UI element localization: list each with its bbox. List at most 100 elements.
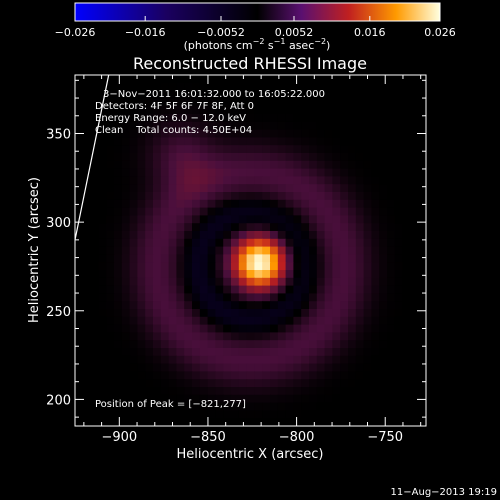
heatmap-cell [332, 277, 341, 287]
heatmap-cell [410, 168, 419, 177]
heatmap-cell [238, 231, 248, 240]
heatmap-cell [223, 223, 232, 232]
heatmap-cell [379, 340, 388, 349]
heatmap-cell [324, 137, 333, 146]
heatmap-cell [348, 168, 357, 177]
heatmap-cell [262, 98, 271, 107]
heatmap-cell [129, 176, 138, 185]
heatmap-cell [293, 363, 302, 372]
heatmap-cell [309, 402, 318, 411]
heatmap-cell [262, 394, 271, 404]
heatmap-cell [316, 332, 326, 341]
heatmap-cell [348, 363, 357, 372]
y-tick-label: 250 [46, 305, 71, 320]
heatmap-cell [90, 90, 99, 99]
heatmap-cell [75, 262, 84, 271]
heatmap-cell [324, 379, 333, 388]
heatmap-cell [371, 207, 380, 216]
heatmap-cell [114, 324, 123, 333]
heatmap-cell [160, 418, 170, 426]
heatmap-cell [293, 145, 302, 154]
heatmap-cell [231, 309, 240, 318]
heatmap-cell [301, 75, 310, 84]
heatmap-cell [355, 192, 365, 201]
heatmap-cell [394, 348, 404, 357]
heatmap-cell [238, 332, 248, 341]
heatmap-cell [324, 231, 333, 240]
heatmap-cell [379, 106, 388, 115]
heatmap-cell [387, 285, 396, 294]
heatmap-cell [379, 160, 388, 170]
heatmap-cell [355, 160, 365, 170]
heatmap-cell [332, 410, 341, 419]
heatmap-cell [332, 348, 341, 357]
heatmap-cell [340, 324, 349, 333]
heatmap-cell [106, 223, 115, 232]
heatmap-cell [176, 371, 185, 380]
heatmap-cell [114, 238, 123, 248]
heatmap-cell [137, 394, 146, 404]
heatmap-cell [277, 121, 287, 131]
heatmap-cell [379, 129, 388, 138]
heatmap-cell [309, 160, 318, 170]
heatmap-cell [387, 176, 396, 185]
heatmap-cell [223, 277, 232, 287]
heatmap-cell [231, 207, 240, 216]
heatmap-cell [114, 129, 123, 138]
heatmap-cell [379, 231, 388, 240]
heatmap-cell [145, 254, 154, 263]
heatmap-cell [98, 355, 107, 365]
heatmap-cell [277, 75, 287, 84]
heatmap-cell [184, 340, 193, 349]
heatmap-cell [394, 215, 404, 224]
heatmap-cell [160, 410, 170, 419]
heatmap-cell [184, 121, 193, 131]
heatmap-cell [176, 106, 185, 115]
heatmap-cell [145, 168, 154, 177]
heatmap-cell [75, 168, 84, 177]
heatmap-cell [402, 90, 411, 99]
heatmap-cell [129, 168, 138, 177]
heatmap-cell [371, 184, 380, 193]
heatmap-cell [231, 262, 240, 271]
heatmap-cell [309, 215, 318, 224]
heatmap-cell [176, 114, 185, 123]
heatmap-cell [160, 168, 170, 177]
heatmap-cell [129, 348, 138, 357]
heatmap-cell [379, 207, 388, 216]
heatmap-cell [82, 254, 92, 263]
heatmap-cell [355, 168, 365, 177]
heatmap-cell [262, 223, 271, 232]
heatmap-cell [301, 262, 310, 271]
heatmap-cell [387, 340, 396, 349]
heatmap-cell [168, 246, 177, 255]
heatmap-cell [231, 223, 240, 232]
heatmap-cell [262, 75, 271, 84]
heatmap-cell [215, 75, 224, 84]
heatmap-cell [145, 98, 154, 107]
heatmap-cell [324, 270, 333, 279]
heatmap-cell [98, 238, 107, 248]
heatmap-cell [145, 192, 154, 201]
heatmap-cell [192, 379, 201, 388]
heatmap-cell [254, 238, 263, 248]
heatmap-cell [153, 184, 162, 193]
heatmap-cell [293, 285, 302, 294]
heatmap-cell [324, 153, 333, 162]
heatmap-cell [207, 238, 216, 248]
heatmap-cell [114, 184, 123, 193]
heatmap-cell [246, 98, 255, 107]
heatmap-cell [184, 316, 193, 326]
heatmap-cell [348, 293, 357, 302]
heatmap-cell [207, 192, 216, 201]
heatmap-cell [184, 371, 193, 380]
heatmap-cell [309, 363, 318, 372]
heatmap-cell [348, 270, 357, 279]
heatmap-cell [340, 168, 349, 177]
heatmap-cell [254, 231, 263, 240]
heatmap-cell [402, 215, 411, 224]
heatmap-cell [394, 192, 404, 201]
heatmap-cell [153, 371, 162, 380]
heatmap-cell [418, 207, 426, 216]
heatmap-cell [223, 98, 232, 107]
